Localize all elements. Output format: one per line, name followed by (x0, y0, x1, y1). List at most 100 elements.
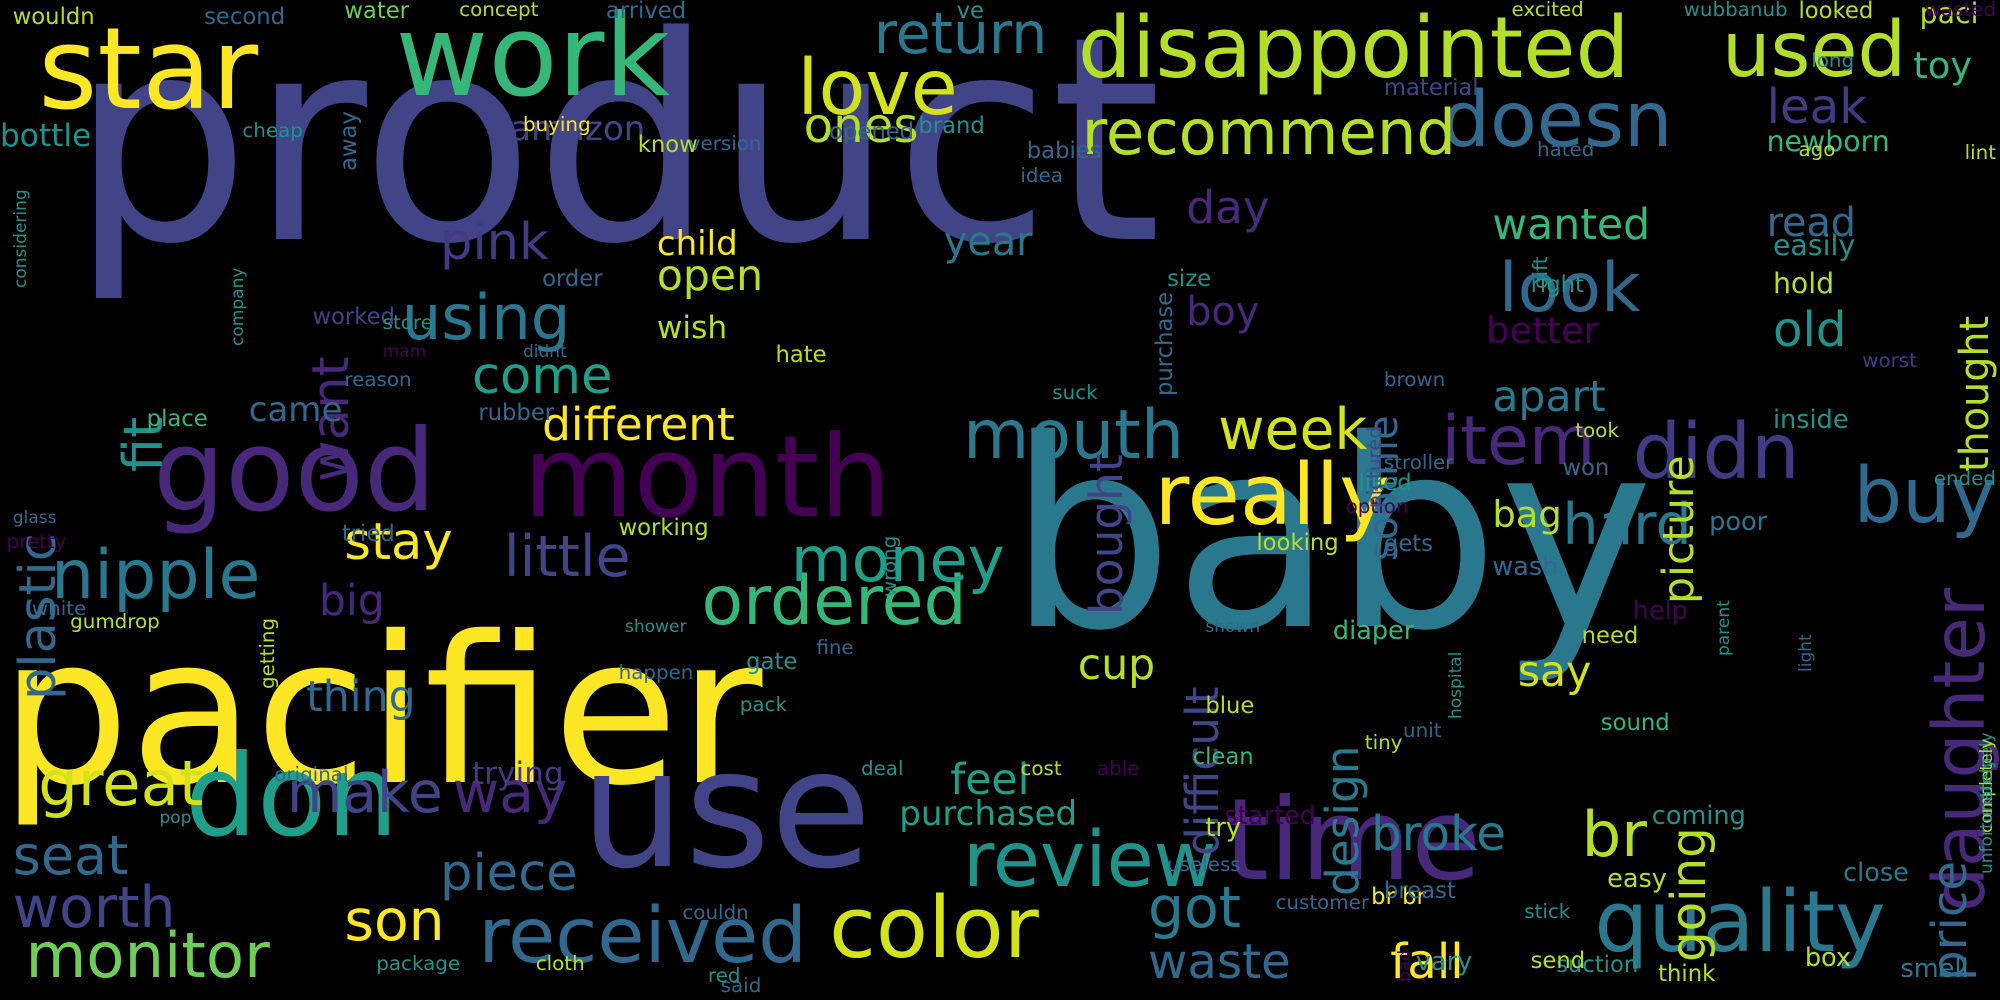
word-started: started (1224, 800, 1316, 831)
word-day: day (1186, 180, 1270, 234)
word-use: use (580, 713, 872, 906)
word-pack: pack (739, 693, 787, 717)
word-say: say (1517, 646, 1592, 697)
word-said: said (720, 974, 762, 998)
word-old: old (1772, 302, 1847, 359)
word-stick: stick (1524, 899, 1571, 923)
word-really: really (1154, 445, 1390, 545)
word-hold: hold (1772, 267, 1835, 301)
word-star: star (38, 2, 259, 135)
word-won: won (1562, 454, 1610, 481)
word-unfortunately: unfortunately (1976, 758, 1997, 875)
word-working: working (618, 514, 709, 541)
word-buying: buying (522, 112, 591, 136)
word-material: material (1383, 74, 1479, 101)
word-wouldn: wouldn (12, 4, 95, 31)
word-going: going (1660, 827, 1717, 962)
word-review: review (963, 815, 1217, 905)
word-away: away (336, 111, 362, 172)
word-wasted: wasted (1924, 0, 1996, 21)
word-cheap: cheap (242, 119, 303, 143)
word-diaper: diaper (1332, 615, 1415, 646)
word-package: package (376, 952, 461, 976)
word-stroller: stroller (1383, 450, 1454, 474)
word-son: son (344, 887, 445, 954)
word-parent: parent (1713, 599, 1734, 656)
word-considering: considering (10, 189, 31, 288)
word-took: took (1575, 418, 1619, 442)
word-boy: boy (1186, 289, 1260, 336)
word-br: br (1581, 797, 1647, 871)
word-received: received (478, 892, 807, 982)
word-wish: wish (656, 309, 728, 346)
word-thing: thing (306, 672, 416, 723)
word-excited: excited (1511, 0, 1584, 21)
word-child: child (656, 224, 738, 265)
word-ago: ago (1798, 138, 1836, 162)
word-company: company (227, 267, 248, 347)
word-close: close (1843, 857, 1909, 888)
word-recommend: recommend (1081, 96, 1457, 170)
word-smell: smell (1900, 953, 1969, 984)
word-color: color (829, 879, 1039, 979)
word-red: red (707, 963, 741, 987)
word-bad: bad (1394, 950, 1415, 983)
word-great: great (38, 746, 204, 820)
word-purchased: purchased (899, 794, 1078, 835)
word-babies: babies (1026, 138, 1102, 165)
word-glass: glass (12, 508, 57, 529)
word-size: size (1167, 265, 1212, 292)
word-reason: reason (344, 367, 412, 391)
word-version: version (688, 131, 762, 155)
word-cup: cup (1077, 640, 1156, 691)
word-breast: breast (1383, 878, 1456, 905)
word-design: design (1316, 745, 1370, 897)
word-month: month (522, 410, 892, 543)
word-blue: blue (1205, 693, 1255, 720)
word-fine: fine (816, 635, 854, 659)
word-lint: lint (1964, 140, 1996, 164)
word-need: need (1581, 623, 1639, 649)
word-concept: concept (459, 0, 539, 21)
word-nipple: nipple (51, 536, 261, 616)
word-tiny: tiny (1364, 731, 1403, 755)
word-wash: wash (1492, 551, 1559, 582)
word-wanted: wanted (1492, 200, 1651, 251)
word-shown: shown (1205, 616, 1261, 637)
word-wrong: wrong (878, 535, 902, 597)
word-place: place (146, 406, 208, 433)
word-original: original (274, 763, 349, 787)
word-open: open (656, 251, 764, 302)
word-pictured: pictured (1362, 426, 1386, 509)
word-looked: looked (1798, 0, 1874, 24)
word-love: love (797, 44, 958, 134)
word-better: better (1485, 308, 1599, 352)
word-read: read (1766, 200, 1857, 247)
word-trying: trying (471, 755, 564, 792)
word-pop: pop (159, 807, 192, 828)
word-wubbanub: wubbanub (1683, 0, 1788, 21)
word-item: item (1441, 402, 1596, 482)
word-ordered: ordered (701, 561, 967, 641)
word-time: time (1224, 774, 1481, 907)
word-think: think (1658, 961, 1716, 987)
word-long: long (1811, 49, 1855, 73)
word-hated: hated (1536, 138, 1595, 162)
word-hospital: hospital (1445, 651, 1466, 720)
word-gumdrop: gumdrop (70, 610, 160, 634)
word-worst: worst (1862, 348, 1917, 372)
word-deal: deal (860, 756, 904, 780)
word-brand: brand (918, 112, 985, 139)
word-picture: picture (1654, 455, 1705, 604)
word-inside: inside (1772, 405, 1849, 436)
word-vary: vary (1415, 947, 1473, 978)
word-doesn: doesn (1441, 75, 1673, 165)
word-idea: idea (1020, 163, 1063, 187)
word-know: know (637, 131, 698, 158)
word-light: light (1796, 634, 1817, 672)
word-leak: leak (1766, 78, 1868, 135)
word-help: help (1632, 596, 1688, 627)
word-got: got (1147, 875, 1241, 942)
word-gets: gets (1383, 531, 1433, 558)
word-tried: tried (341, 520, 395, 547)
